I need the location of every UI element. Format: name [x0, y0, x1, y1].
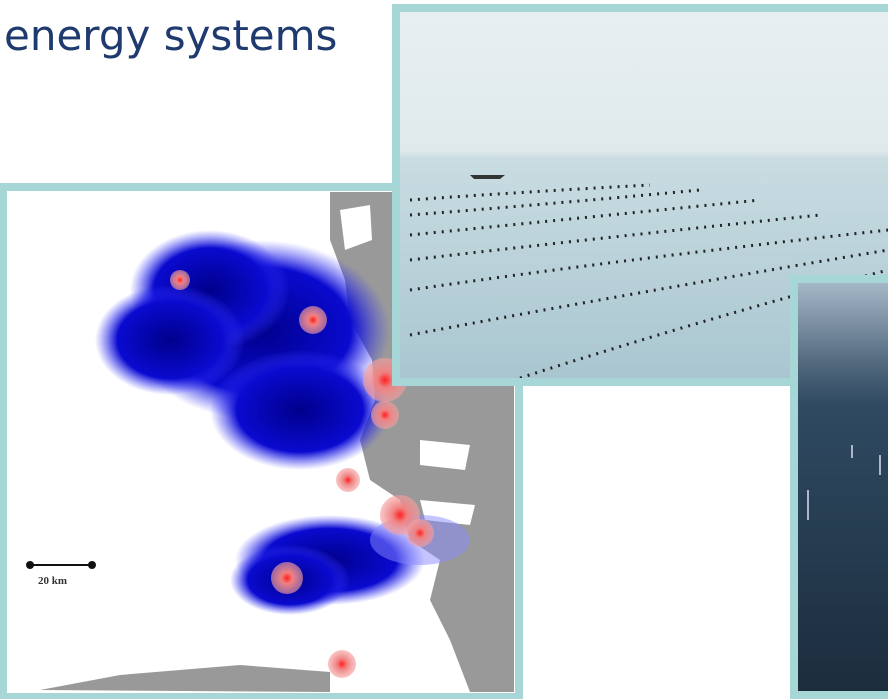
scale-label: 20 km — [38, 575, 67, 587]
wind-farm-photo — [790, 275, 888, 699]
slide-title: energy systems — [4, 11, 337, 60]
